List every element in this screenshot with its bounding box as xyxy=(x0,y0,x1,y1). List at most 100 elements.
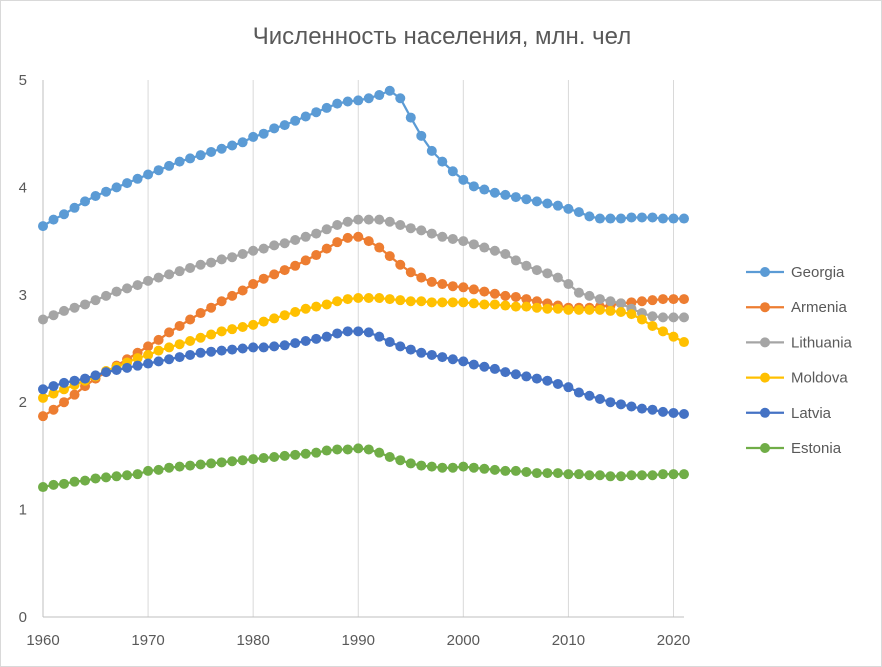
data-point-moldova xyxy=(290,306,301,317)
data-point-latvia xyxy=(80,373,91,384)
data-point-estonia xyxy=(521,467,532,478)
legend-marker-georgia xyxy=(760,267,770,277)
data-point-georgia xyxy=(122,178,133,189)
data-point-moldova xyxy=(647,320,658,331)
x-tick-label: 1990 xyxy=(342,632,375,649)
data-point-latvia xyxy=(363,327,374,338)
data-point-latvia xyxy=(395,341,406,352)
data-point-armenia xyxy=(426,276,437,287)
data-point-georgia xyxy=(374,90,385,101)
data-point-lithuania xyxy=(195,259,206,270)
data-point-armenia xyxy=(500,290,511,301)
data-point-latvia xyxy=(332,328,343,339)
data-point-georgia xyxy=(363,93,374,104)
x-tick-label: 2020 xyxy=(657,632,690,649)
data-point-moldova xyxy=(542,303,553,314)
data-point-lithuania xyxy=(206,257,217,268)
data-point-estonia xyxy=(195,459,206,470)
data-point-armenia xyxy=(363,236,374,247)
data-point-estonia xyxy=(679,469,689,480)
data-point-georgia xyxy=(206,146,217,157)
data-point-moldova xyxy=(636,314,647,325)
data-point-lithuania xyxy=(374,214,385,225)
data-point-armenia xyxy=(321,243,332,254)
data-point-lithuania xyxy=(311,228,322,239)
data-point-estonia xyxy=(437,462,448,473)
data-point-estonia xyxy=(311,447,322,458)
data-point-latvia xyxy=(531,373,542,384)
data-point-georgia xyxy=(279,120,290,131)
data-point-armenia xyxy=(290,260,301,271)
data-point-estonia xyxy=(342,444,353,455)
data-point-latvia xyxy=(447,354,458,365)
data-point-estonia xyxy=(447,462,458,473)
data-point-latvia xyxy=(311,333,322,344)
series-georgia xyxy=(38,85,689,232)
data-point-latvia xyxy=(426,349,437,360)
data-point-estonia xyxy=(531,468,542,479)
data-point-estonia xyxy=(479,463,490,474)
data-point-lithuania xyxy=(90,295,101,306)
data-point-georgia xyxy=(258,128,269,139)
data-point-moldova xyxy=(258,316,269,327)
data-point-latvia xyxy=(458,356,469,367)
data-point-latvia xyxy=(405,344,416,355)
data-point-armenia xyxy=(374,242,385,253)
data-point-georgia xyxy=(552,200,563,211)
data-point-georgia xyxy=(332,98,343,109)
data-point-estonia xyxy=(636,470,647,481)
data-point-georgia xyxy=(90,190,101,201)
data-point-estonia xyxy=(573,469,584,480)
data-point-lithuania xyxy=(647,311,658,322)
data-point-moldova xyxy=(174,339,185,350)
data-point-moldova xyxy=(227,324,238,335)
series-line-estonia xyxy=(42,447,684,489)
data-point-moldova xyxy=(153,345,164,356)
data-point-georgia xyxy=(594,213,605,224)
data-point-armenia xyxy=(636,296,647,307)
data-point-lithuania xyxy=(321,224,332,235)
legend-marker-moldova xyxy=(760,372,770,383)
data-point-moldova xyxy=(237,322,248,333)
data-point-moldova xyxy=(552,303,563,314)
data-point-moldova xyxy=(132,353,143,364)
data-point-georgia xyxy=(468,181,479,192)
data-point-estonia xyxy=(405,458,416,469)
data-point-armenia xyxy=(237,285,248,296)
data-point-latvia xyxy=(500,367,511,378)
data-point-lithuania xyxy=(615,298,626,309)
data-point-moldova xyxy=(332,296,343,307)
series-line-latvia xyxy=(42,330,685,416)
data-point-lithuania xyxy=(111,286,122,297)
x-tick-label: 2010 xyxy=(552,632,585,649)
legend-marker-latvia xyxy=(760,407,770,418)
data-point-georgia xyxy=(668,213,679,224)
legend-marker-lithuania xyxy=(760,337,770,348)
data-point-latvia xyxy=(248,342,259,353)
data-point-georgia xyxy=(615,213,626,224)
data-point-armenia xyxy=(342,232,353,243)
data-point-lithuania xyxy=(80,299,91,310)
data-point-estonia xyxy=(584,470,595,481)
data-point-latvia xyxy=(279,340,290,351)
x-axis-ticks: 1960 1970 1980 1990 2000 2010 2020 xyxy=(26,632,690,649)
data-point-lithuania xyxy=(584,290,595,301)
data-point-georgia xyxy=(143,169,154,180)
data-point-latvia xyxy=(437,352,448,363)
data-point-estonia xyxy=(416,460,427,471)
data-point-georgia xyxy=(153,165,164,176)
data-point-georgia xyxy=(395,93,406,104)
legend-label-armenia: Armenia xyxy=(791,299,848,316)
data-point-lithuania xyxy=(447,233,458,244)
data-point-moldova xyxy=(489,299,500,310)
y-tick-label: 0 xyxy=(19,609,27,626)
data-point-estonia xyxy=(258,453,269,464)
y-axis-ticks: 0 1 2 3 4 5 xyxy=(19,72,27,626)
legend: Georgia Armenia Lithuania Moldova Latvia Esto… xyxy=(746,264,853,457)
data-point-estonia xyxy=(374,447,385,458)
data-point-latvia xyxy=(353,326,364,337)
data-point-estonia xyxy=(563,469,574,480)
data-point-armenia xyxy=(668,294,679,305)
data-point-latvia xyxy=(657,406,668,417)
